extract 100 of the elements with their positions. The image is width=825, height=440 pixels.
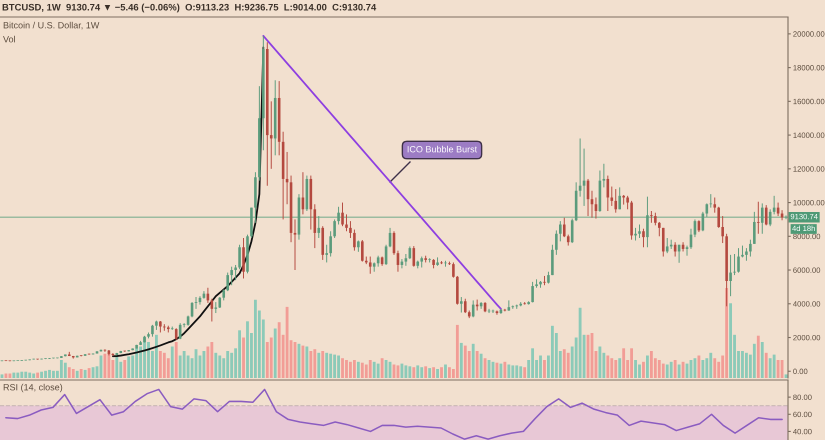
bar bbox=[356, 362, 360, 378]
bar bbox=[646, 356, 649, 378]
candlestick bbox=[186, 315, 190, 326]
candlestick bbox=[460, 296, 463, 314]
bar bbox=[480, 354, 483, 378]
bar bbox=[92, 367, 94, 378]
bar bbox=[776, 360, 780, 378]
bar bbox=[448, 367, 451, 378]
bar bbox=[154, 334, 158, 378]
candlestick bbox=[408, 246, 412, 260]
candlestick bbox=[662, 227, 665, 258]
candlestick bbox=[555, 230, 558, 256]
bar bbox=[752, 344, 756, 378]
candlestick bbox=[690, 228, 692, 250]
candlestick bbox=[650, 210, 653, 224]
chart-title: Vol bbox=[3, 36, 15, 42]
bar bbox=[349, 362, 352, 378]
bar bbox=[496, 362, 498, 378]
bar bbox=[278, 322, 281, 378]
bar bbox=[578, 308, 582, 378]
candlestick bbox=[594, 197, 598, 220]
candlestick bbox=[190, 302, 194, 318]
candlestick bbox=[230, 266, 233, 286]
bar bbox=[523, 367, 526, 378]
candlestick bbox=[400, 258, 404, 269]
candlestick bbox=[412, 246, 416, 268]
bar bbox=[674, 360, 677, 378]
candlestick bbox=[756, 201, 760, 234]
bar bbox=[630, 348, 634, 378]
bar bbox=[32, 374, 36, 378]
candlestick bbox=[238, 244, 241, 270]
candlestick bbox=[174, 328, 178, 341]
bar bbox=[622, 348, 626, 378]
bar bbox=[88, 368, 91, 378]
bar bbox=[135, 348, 138, 378]
candlestick bbox=[618, 186, 622, 210]
candlestick bbox=[547, 271, 550, 284]
candlestick bbox=[666, 238, 669, 254]
candlestick bbox=[420, 256, 424, 268]
bar bbox=[12, 372, 16, 378]
bar bbox=[682, 362, 684, 378]
candlestick bbox=[159, 320, 162, 333]
candlestick bbox=[764, 204, 768, 226]
candlestick bbox=[151, 324, 154, 338]
candlestick bbox=[745, 248, 748, 262]
candlestick bbox=[226, 272, 229, 292]
annotation: ICO Bubble Burst bbox=[408, 146, 478, 152]
bar bbox=[107, 352, 110, 378]
candlestick bbox=[218, 296, 222, 308]
bar bbox=[162, 352, 166, 378]
bar bbox=[302, 346, 304, 378]
candlestick bbox=[733, 254, 736, 276]
bar bbox=[182, 351, 186, 378]
candlestick bbox=[606, 175, 610, 212]
bar bbox=[20, 372, 24, 378]
candlestick bbox=[329, 230, 332, 258]
candlestick bbox=[194, 296, 198, 310]
candlestick bbox=[432, 258, 435, 269]
bar bbox=[345, 360, 348, 378]
bar bbox=[701, 360, 704, 378]
candlestick bbox=[508, 300, 510, 312]
candlestick bbox=[670, 239, 672, 250]
bar bbox=[694, 358, 696, 378]
bar bbox=[456, 324, 459, 378]
candlestick bbox=[313, 204, 316, 249]
bar bbox=[4, 374, 8, 378]
candlestick bbox=[155, 320, 158, 330]
bar bbox=[432, 367, 436, 378]
bar bbox=[24, 372, 28, 378]
bar bbox=[64, 362, 67, 378]
candlestick bbox=[206, 287, 210, 304]
candlestick bbox=[357, 240, 360, 252]
bar bbox=[298, 344, 300, 378]
bar bbox=[0, 374, 4, 378]
bar bbox=[40, 372, 44, 378]
candlestick bbox=[380, 256, 384, 266]
candlestick bbox=[642, 228, 645, 248]
bar bbox=[202, 351, 206, 378]
bar bbox=[408, 366, 412, 378]
text: BTCUSD, 1W 9130.74 ▼ −5.46 (−0.06%) O:9113.23 H:9236.75 L:9014.00 C:9130.74 bbox=[2, 4, 376, 12]
bar bbox=[380, 358, 384, 378]
candlestick bbox=[392, 230, 396, 256]
bar bbox=[230, 352, 234, 378]
candlestick bbox=[214, 302, 218, 314]
bar bbox=[388, 362, 392, 378]
bar bbox=[352, 360, 356, 378]
candlestick bbox=[531, 281, 534, 303]
bar bbox=[440, 367, 443, 378]
candlestick bbox=[729, 254, 732, 297]
candlestick bbox=[368, 256, 372, 274]
candlestick bbox=[698, 220, 700, 233]
bar bbox=[678, 364, 681, 378]
bar bbox=[428, 368, 432, 378]
bar bbox=[84, 370, 87, 378]
bar bbox=[690, 360, 692, 378]
candlestick bbox=[452, 262, 455, 278]
bar bbox=[404, 365, 408, 378]
bar bbox=[634, 360, 637, 378]
candlestick bbox=[404, 254, 408, 266]
candlestick bbox=[345, 214, 348, 232]
